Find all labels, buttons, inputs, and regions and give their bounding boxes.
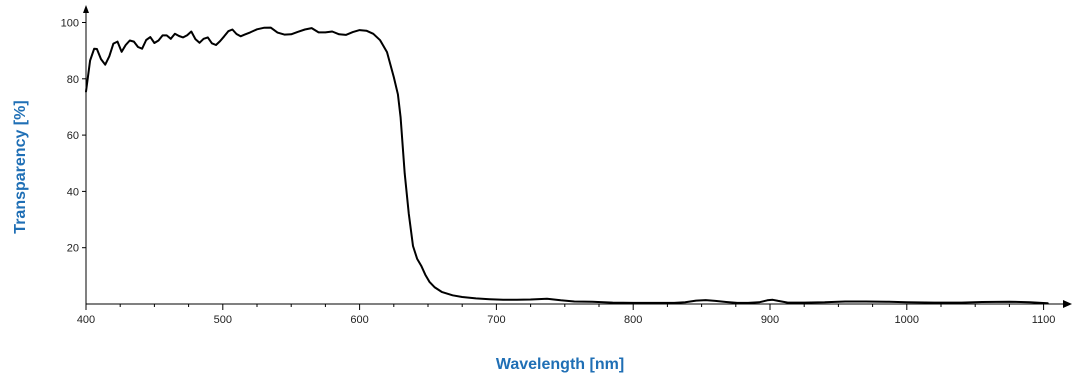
axes [83,5,1072,308]
y-tick-label: 20 [67,243,79,255]
y-axis-arrow [83,5,89,13]
x-tick-label: 600 [350,314,368,326]
x-ticks: 400 500 600 700 800 900 1000 1100 [77,304,1056,326]
transparency-series-line [85,26,1049,305]
x-tick-label: 900 [761,314,779,326]
x-tick-label: 400 [77,314,95,326]
y-tick-label: 80 [67,74,79,86]
x-tick-label: 1100 [1032,314,1056,326]
x-axis-arrow [1063,300,1072,308]
x-tick-label: 700 [487,314,505,326]
x-tick-label: 500 [214,314,232,326]
y-tick-label: 100 [61,18,79,30]
x-minor-ticks [119,304,1010,307]
y-tick-label: 60 [67,130,79,142]
x-axis-title: Wavelength [nm] [496,356,624,373]
x-tick-label: 800 [624,314,642,326]
x-tick-label: 1000 [895,314,919,326]
y-tick-label: 40 [67,186,79,198]
y-ticks: 20 40 60 80 100 [61,18,86,255]
y-axis-title: Transparency [%] [12,100,29,233]
